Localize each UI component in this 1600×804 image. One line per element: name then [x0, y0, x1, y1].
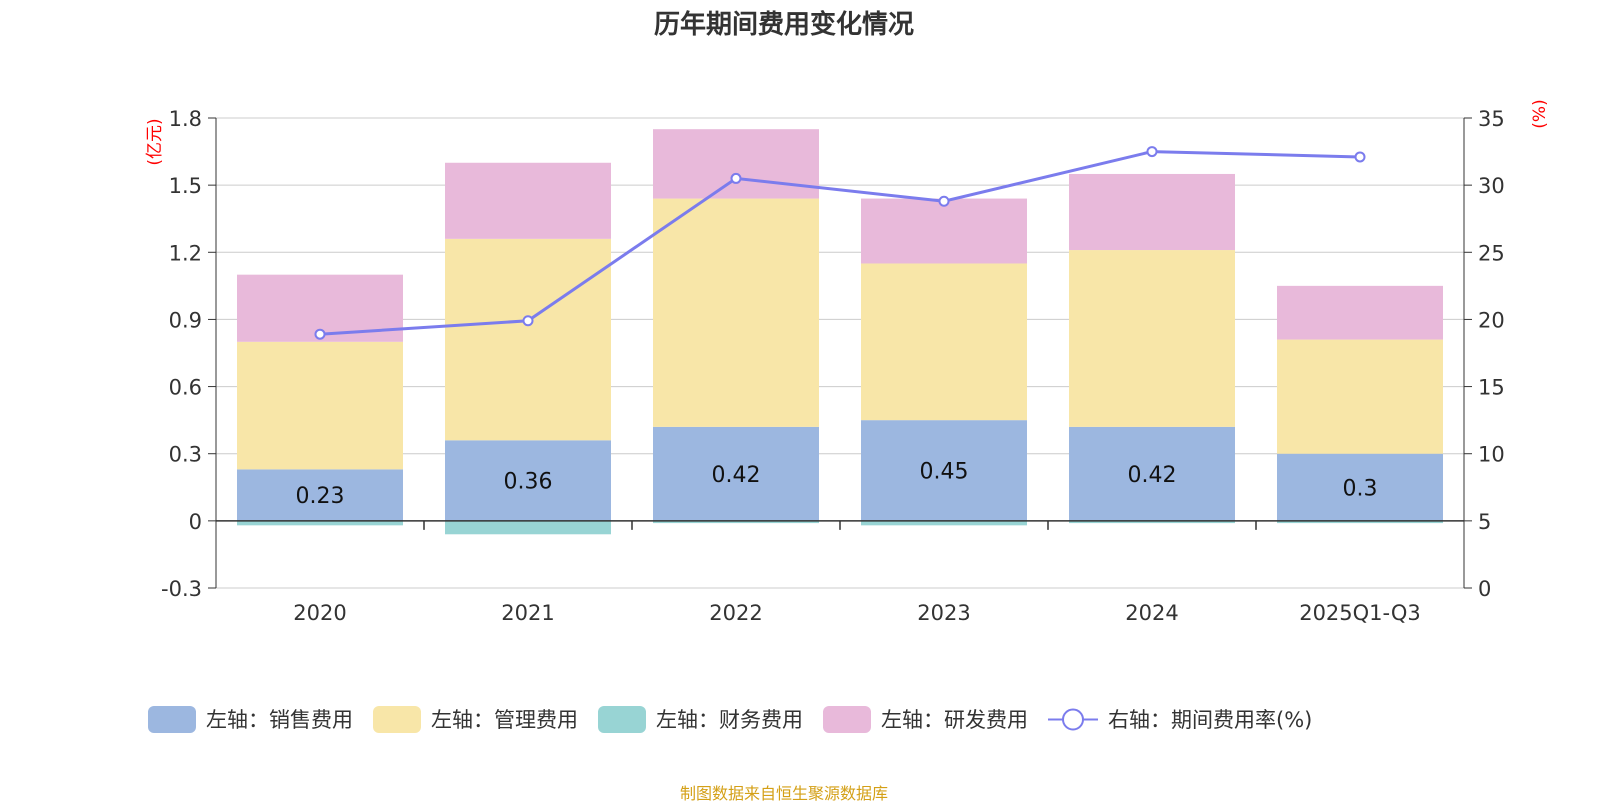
bar-finance-2024: [1069, 520, 1235, 524]
bar-sales-2024: [1069, 426, 1235, 521]
right-axis-tick-label: 30: [1478, 174, 1505, 198]
rate-point-2022: [730, 172, 742, 184]
right-axis-unit: (%): [1530, 99, 1550, 128]
bar-admin-2021: [445, 238, 611, 441]
bar-finance-2022: [653, 520, 819, 524]
data-label-sales: 0.23: [296, 484, 345, 509]
legend-label-rd: 左轴：研发费用: [881, 708, 1028, 732]
legend-label-finance: 左轴：财务费用: [656, 708, 803, 732]
legend-item-rate[interactable]: 右轴：期间费用率(%): [1048, 704, 1312, 734]
x-axis-tick-label: 2024: [1125, 601, 1178, 625]
bar-admin-2025Q1-Q3: [1277, 339, 1443, 454]
legend-label-rate: 右轴：期间费用率(%): [1108, 708, 1313, 732]
right-axis-tick-label: 15: [1478, 376, 1505, 400]
right-axis-tick-label: 10: [1478, 443, 1505, 467]
left-axis-tick-label: 1.8: [169, 107, 202, 131]
bar-sales-2023: [861, 420, 1027, 521]
data-label-sales: 0.42: [712, 463, 761, 488]
data-label-sales: 0.42: [1128, 463, 1177, 488]
legend-item-rd[interactable]: 左轴：研发费用: [823, 704, 1028, 734]
legend-swatch-finance: [598, 705, 646, 733]
x-axis-tick-label: 2022: [709, 601, 762, 625]
bar-rd-2024: [1069, 173, 1235, 251]
rate-point-2025Q1-Q3: [1354, 151, 1366, 163]
right-axis-tick-label: 0: [1478, 577, 1491, 601]
legend-item-sales[interactable]: 左轴：销售费用: [148, 704, 353, 734]
left-axis-tick-label: 0.6: [169, 376, 202, 400]
bar-finance-2020: [237, 520, 403, 526]
bar-sales-2021: [445, 440, 611, 521]
chart-title: 历年期间费用变化情况: [653, 10, 914, 40]
legend-label-admin: 左轴：管理费用: [431, 708, 578, 732]
left-axis-tick-label: 0: [189, 510, 202, 534]
bar-rd-2021: [445, 162, 611, 239]
bar-finance-2021: [445, 520, 611, 535]
x-axis-tick-label: 2020: [293, 601, 346, 625]
legend: 左轴：销售费用 左轴：管理费用 左轴：财务费用 左轴：研发费用 右轴：期间费用率…: [148, 704, 1332, 734]
bar-sales-2020: [237, 469, 403, 521]
bar-rd-2025Q1-Q3: [1277, 285, 1443, 340]
bar-admin-2022: [653, 198, 819, 427]
left-axis-tick-label: -0.3: [161, 577, 202, 601]
legend-label-sales: 左轴：销售费用: [206, 708, 353, 732]
bar-rd-2022: [653, 129, 819, 199]
rate-point-2023: [938, 195, 950, 207]
data-label-sales: 0.45: [920, 460, 969, 485]
left-axis-unit: (亿元): [145, 118, 165, 165]
bar-admin-2020: [237, 341, 403, 470]
x-axis-tick-label: 2023: [917, 601, 970, 625]
legend-swatch-admin: [373, 705, 421, 733]
bar-finance-2025Q1-Q3: [1277, 520, 1443, 524]
data-source-note: 制图数据来自恒生聚源数据库: [679, 784, 888, 803]
bar-sales-2025Q1-Q3: [1277, 453, 1443, 521]
left-axis-tick-label: 0.9: [169, 308, 202, 332]
right-axis-tick-label: 5: [1478, 510, 1491, 534]
legend-line-marker-icon: [1048, 708, 1098, 730]
bar-sales-2022: [653, 426, 819, 521]
rate-point-2020: [314, 328, 326, 340]
bar-admin-2023: [861, 263, 1027, 421]
bar-admin-2024: [1069, 250, 1235, 427]
legend-swatch-rd: [823, 705, 871, 733]
right-axis-tick-label: 35: [1478, 107, 1505, 131]
data-label-sales: 0.3: [1343, 476, 1378, 501]
legend-item-admin[interactable]: 左轴：管理费用: [373, 704, 578, 734]
data-label-sales: 0.36: [504, 470, 553, 495]
legend-item-finance[interactable]: 左轴：财务费用: [598, 704, 803, 734]
rate-point-2021: [522, 315, 534, 327]
x-axis-tick-label: 2021: [501, 601, 554, 625]
line-series-rate: [319, 150, 1361, 336]
bar-rd-2023: [861, 198, 1027, 264]
x-axis-tick-label: 2025Q1-Q3: [1299, 601, 1421, 625]
bar-finance-2023: [861, 520, 1027, 526]
left-axis-tick-label: 0.3: [169, 443, 202, 467]
right-axis-tick-label: 25: [1478, 241, 1505, 265]
rate-point-2024: [1146, 146, 1158, 158]
legend-swatch-sales: [148, 705, 196, 733]
left-axis-tick-label: 1.2: [169, 241, 202, 265]
left-axis-tick-label: 1.5: [169, 174, 202, 198]
right-axis-tick-label: 20: [1478, 308, 1505, 332]
